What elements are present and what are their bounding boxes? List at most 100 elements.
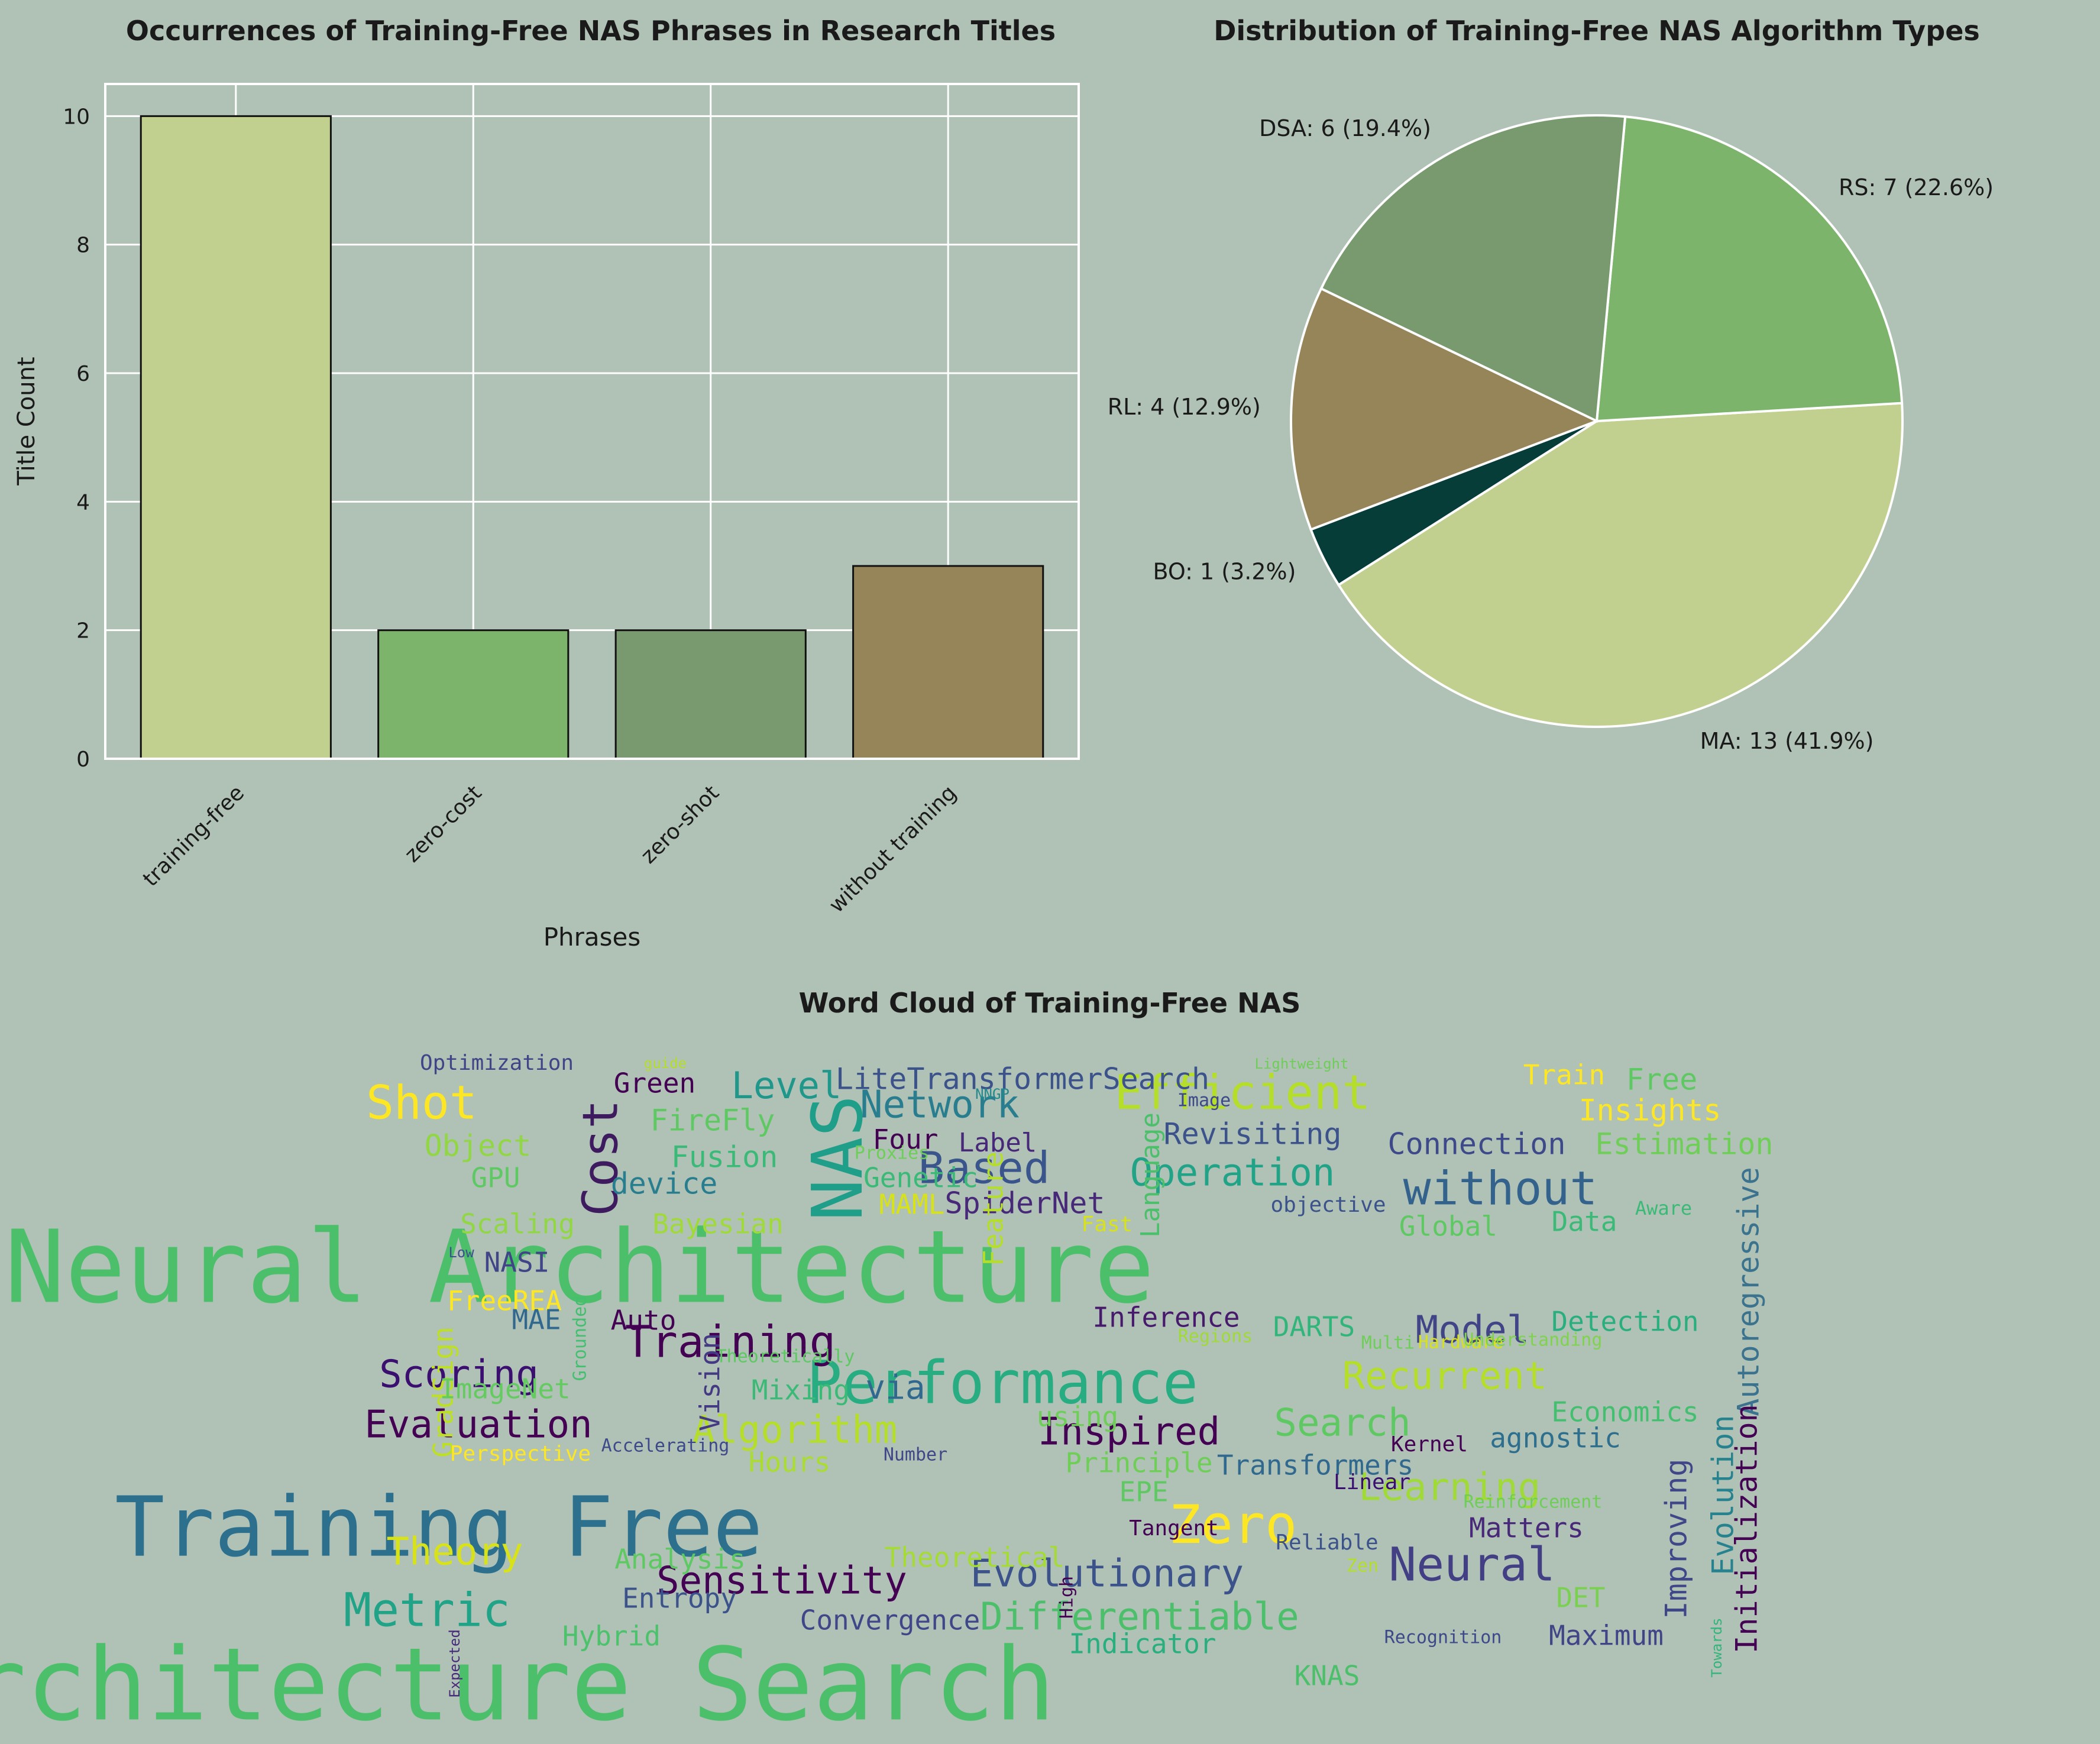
word-cloud-word: Global	[1399, 1211, 1497, 1243]
word-cloud-word: Object	[425, 1129, 532, 1163]
bar-chart-x-axis-label: Phrases	[543, 923, 641, 952]
word-cloud-word: without	[1403, 1162, 1598, 1215]
bar-x-tick-label: training-free	[138, 781, 249, 891]
word-cloud-word: device	[611, 1167, 718, 1201]
word-cloud-word: Auto	[611, 1305, 677, 1337]
bar-chart-frame	[104, 83, 1080, 760]
word-cloud-word: Image	[1177, 1091, 1231, 1111]
word-cloud-word: Convergence	[800, 1604, 981, 1636]
pie-slice-RS	[1595, 115, 1904, 423]
word-cloud-word: Training	[625, 1317, 836, 1368]
bar-y-tick-label: 6	[76, 362, 90, 386]
word-cloud-word: Evolution	[1706, 1415, 1740, 1575]
word-cloud-word: Neural Architecture	[5, 1209, 1155, 1326]
bar-x-tick-label: zero-cost	[400, 781, 487, 867]
bar-y-tick-label: 0	[76, 748, 90, 772]
word-cloud-word: Model	[1416, 1309, 1530, 1353]
bar-y-tick-label: 2	[76, 619, 90, 643]
word-cloud-word: Aware	[1635, 1197, 1692, 1219]
pie-label-RL: RL: 4 (12.9%)	[1108, 394, 1261, 420]
word-cloud-word: Estimation	[1595, 1127, 1773, 1161]
word-cloud-word: Detection	[1551, 1306, 1698, 1338]
pie-chart-labels: MA: 13 (41.9%) RS: 7 (22.6%) DSA: 6 (19.4%…	[1108, 115, 1994, 754]
word-cloud-word: agnostic	[1490, 1422, 1621, 1454]
bar-chart: Occurrences of Training-Free NAS Phrases…	[13, 15, 1080, 952]
pie-slice-RL	[1290, 287, 1600, 532]
bar-chart-y-axis-label: Title Count	[13, 357, 40, 486]
word-cloud-word: Zen	[1347, 1556, 1379, 1577]
word-cloud-word: Sensitivity	[656, 1559, 907, 1603]
bar-y-tick-label: 4	[76, 490, 90, 515]
word-cloud-word: Free	[1626, 1063, 1697, 1097]
word-cloud-word: Transformers	[1217, 1449, 1413, 1481]
bar-zero-shot	[614, 629, 807, 760]
word-cloud-word: FireFly	[651, 1104, 775, 1138]
word-cloud-word: Evolutionary	[970, 1552, 1244, 1596]
word-cloud-word: via	[865, 1368, 925, 1407]
word-cloud-word: Connection	[1387, 1127, 1565, 1161]
pie-chart-slices	[1290, 114, 1904, 728]
word-cloud-word: Towards	[1709, 1617, 1725, 1677]
word-cloud-word: Linear	[1334, 1470, 1410, 1494]
pie-slice-BO	[1309, 420, 1598, 587]
word-cloud-word: Network	[860, 1083, 1020, 1127]
word-cloud-word: Optimization	[420, 1051, 574, 1075]
word-cloud-word: Initialization	[1730, 1404, 1764, 1653]
word-cloud-word: Hours	[749, 1447, 830, 1478]
word-cloud-word: Expected	[446, 1629, 463, 1698]
word-cloud-word: Language	[1135, 1112, 1166, 1238]
word-cloud-word: KNAS	[1295, 1660, 1360, 1692]
word-cloud-word: LiteTransformerSearch	[836, 1062, 1209, 1096]
word-cloud-word: Insights	[1579, 1093, 1722, 1128]
word-cloud-word: MAE	[512, 1304, 561, 1336]
word-cloud-word: SpiderNet	[945, 1186, 1105, 1221]
word-cloud-word: Proxies	[855, 1143, 929, 1164]
word-cloud-word: Vision	[694, 1333, 726, 1431]
word-cloud-word: MAML	[879, 1189, 945, 1221]
word-cloud-word: Level	[732, 1064, 842, 1107]
word-cloud-word: Kernel	[1391, 1432, 1468, 1457]
word-cloud-word: Learning	[1358, 1466, 1541, 1510]
word-cloud-word: Operation	[1130, 1151, 1335, 1195]
word-cloud-word: Maximum	[1549, 1620, 1664, 1652]
word-cloud-word: Entropy	[622, 1583, 737, 1614]
word-cloud-word: Scaling	[460, 1208, 575, 1240]
word-cloud-word: Genetic	[863, 1162, 978, 1194]
word-cloud-word: NNGP	[975, 1086, 1009, 1102]
word-cloud-word: Recognition	[1384, 1627, 1502, 1648]
word-cloud-word: Understanding	[1464, 1330, 1603, 1351]
bar-without-training	[852, 565, 1044, 760]
word-cloud-word: Hardware	[1418, 1332, 1504, 1353]
word-cloud-word: Autoregressive	[1732, 1167, 1766, 1416]
word-cloud-word: Matters	[1469, 1512, 1584, 1544]
word-cloud-word: Cost	[572, 1099, 629, 1216]
bar-y-tick-label: 8	[76, 234, 90, 258]
word-cloud-word: Fast	[1082, 1212, 1133, 1237]
word-cloud-word: Training Free	[115, 1480, 763, 1576]
pie-slice-MA	[1337, 402, 1904, 728]
word-cloud-word: Train	[1523, 1059, 1605, 1091]
word-cloud-word: Analysis	[614, 1544, 746, 1575]
pie-label-DSA: DSA: 6 (19.4%)	[1259, 115, 1431, 141]
word-cloud-word: Lightweight	[1255, 1056, 1349, 1072]
word-cloud-word: Evaluation	[364, 1403, 592, 1447]
word-cloud-word: Label	[959, 1128, 1037, 1158]
word-cloud-word: Feature	[978, 1151, 1009, 1266]
word-cloud-word: Shot	[366, 1076, 477, 1130]
word-cloud-word: Reliable	[1276, 1531, 1378, 1555]
word-cloud-word: Hybrid	[562, 1620, 661, 1652]
word-cloud-word: Search	[1274, 1402, 1410, 1445]
word-cloud-word: Algorithm	[693, 1409, 898, 1452]
word-cloud-word: Low	[448, 1244, 474, 1261]
word-cloud-word: objective	[1270, 1193, 1386, 1217]
word-cloud: Word Cloud of Training-Free NAS Neural A…	[0, 987, 1774, 1743]
word-cloud-word: NASI	[484, 1247, 550, 1279]
word-cloud-word: Theoretically	[716, 1347, 855, 1367]
bar-training-free	[140, 115, 332, 760]
pie-chart-title: Distribution of Training-Free NAS Algori…	[1214, 15, 1980, 47]
word-cloud-word: Revisiting	[1163, 1117, 1341, 1151]
word-cloud-word: Accelerating	[601, 1436, 730, 1457]
word-cloud-word: Inspired	[1038, 1410, 1220, 1454]
pie-label-RS: RS: 7 (22.6%)	[1839, 174, 1994, 200]
